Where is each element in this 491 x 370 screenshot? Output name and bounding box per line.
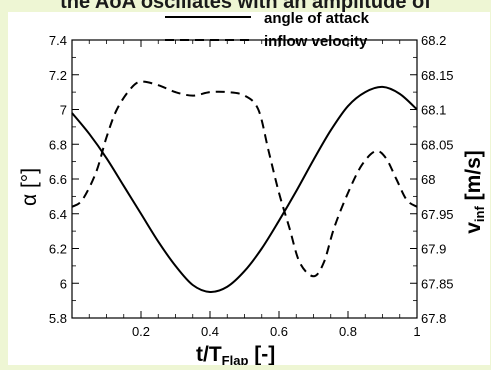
y-tick-label-left: 7.2 xyxy=(49,68,67,83)
plot-panel: 0.2 0.4 0.6 0.8 1 5.8 6 6.2 6.4 6.6 6.8 7 7.2 7.4 67.8… xyxy=(8,10,490,368)
y-axis-label-right-subscript: inf xyxy=(472,206,487,223)
x-tick-label: 0.8 xyxy=(339,324,357,339)
x-axis-label: t/TFlap [-] xyxy=(196,343,275,365)
legend-label-angle-of-attack: angle of attack xyxy=(264,12,370,27)
y-tick-label-right: 67.85 xyxy=(421,276,454,291)
chart-svg: 0.2 0.4 0.6 0.8 1 5.8 6 6.2 6.4 6.6 6.8 7 7.2 7.4 67.8… xyxy=(18,10,487,368)
y-tick-label-left: 6.2 xyxy=(49,242,67,257)
y-tick-label-right: 67.9 xyxy=(421,242,446,257)
legend: angle of attack inflow velocity xyxy=(165,10,370,50)
y-tick-label-left: 6.6 xyxy=(49,172,67,187)
series-line-angle-of-attack xyxy=(71,85,418,293)
y-tick-label-right: 68.2 xyxy=(421,33,446,48)
y-tick-label-left: 5.8 xyxy=(49,311,67,326)
x-axis-label-main: t/T xyxy=(196,343,222,365)
x-tick-label: 0.2 xyxy=(132,324,150,339)
y-axis-label-left: α [°] xyxy=(18,168,41,206)
y-tick-label-right: 68.05 xyxy=(421,137,454,152)
caption-banner: the AoA oscillates with an amplitude of xyxy=(60,0,431,13)
series-layer xyxy=(71,80,418,293)
y-tick-label-left: 7 xyxy=(60,103,67,118)
x-tick-label: 0.6 xyxy=(270,324,288,339)
y-tick-label-left: 6 xyxy=(60,276,67,291)
y-axis-label-right-main: v xyxy=(462,222,485,234)
series-line-inflow-velocity xyxy=(71,80,418,278)
x-axis-label-subscript: Flap xyxy=(222,353,249,365)
ticks-layer: 0.2 0.4 0.6 0.8 1 5.8 6 6.2 6.4 6.6 6.8 7 7.2 7.4 67.8… xyxy=(49,33,454,339)
y-tick-label-left: 7.4 xyxy=(49,33,67,48)
y-tick-label-left: 6.4 xyxy=(49,207,67,222)
legend-label-inflow-velocity: inflow velocity xyxy=(264,33,368,50)
axes-frame xyxy=(71,39,418,319)
y-axis-label-right: vinf [m/s] xyxy=(462,150,487,234)
plot-frame xyxy=(71,39,418,319)
y-tick-label-left: 6.8 xyxy=(49,137,67,152)
y-tick-label-right: 67.95 xyxy=(421,207,454,222)
x-axis-label-unit: [-] xyxy=(248,343,275,365)
y-tick-label-right: 68.15 xyxy=(421,68,454,83)
y-axis-label-right-unit: [m/s] xyxy=(462,150,485,206)
y-tick-label-right: 68.1 xyxy=(421,103,446,118)
y-tick-label-right: 67.8 xyxy=(421,311,446,326)
x-tick-label: 1 xyxy=(413,324,420,339)
x-tick-label: 0.4 xyxy=(201,324,219,339)
y-tick-label-right: 68 xyxy=(421,172,435,187)
